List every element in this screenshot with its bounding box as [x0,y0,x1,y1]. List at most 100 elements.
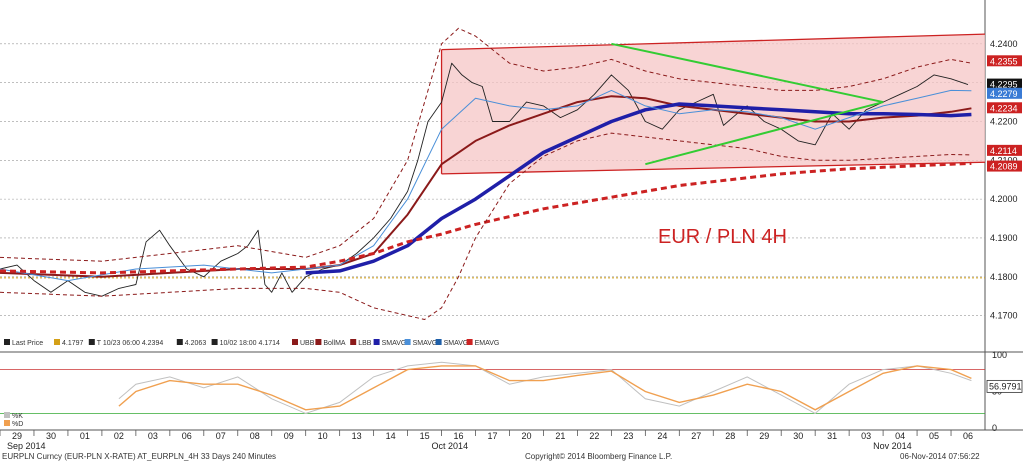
osc-legend-label: %K [12,413,23,420]
price-tick-label: 4.2400 [990,39,1018,49]
x-day-label: 29 [12,431,22,441]
price-channel [440,33,986,175]
legend-label: SMAVG [382,340,407,347]
legend-label: LBB [358,340,372,347]
legend-swatch [211,339,218,345]
osc-series-d [118,365,972,411]
x-day-label: 20 [521,431,531,441]
footer-right: 06-Nov-2014 07:56:22 [900,452,980,461]
price-badge-bg [987,55,1022,67]
price-badge-label: 4.2234 [990,103,1018,113]
legend-swatch [404,339,411,345]
legend-label: T 10/23 06:00 4.2394 [97,340,164,347]
osc-tick-label: 0 [992,423,997,433]
footer: EURPLN Curncy (EUR-PLN X-RATE) AT_EURPLN… [2,452,980,461]
x-day-label: 15 [420,431,430,441]
price-tick-label: 4.1900 [990,233,1018,243]
channel-upper-line [441,33,986,51]
x-day-label: 21 [555,431,565,441]
legend-swatch [350,339,357,345]
x-day-label: 30 [46,431,56,441]
legend-swatch [435,339,442,345]
price-badge-label: 4.2114 [990,146,1017,156]
osc-badge-bg [986,379,1023,393]
x-day-label: 01 [80,431,90,441]
footer-center: Copyright© 2014 Bloomberg Finance L.P. [525,452,672,461]
x-day-label: 31 [827,431,837,441]
price-series [0,27,972,320]
x-month-label: Oct 2014 [432,441,469,451]
legend-label: SMAVG [413,340,438,347]
x-day-label: 06 [182,431,192,441]
x-day-label: 07 [216,431,226,441]
price-badge-bg [987,144,1022,156]
x-day-label: 27 [691,431,701,441]
series-smavg-2 [305,102,972,275]
channel-lower-line [441,161,986,175]
x-day-label: 08 [250,431,260,441]
price-badge-bg [987,102,1022,114]
x-day-label: 16 [454,431,464,441]
x-day-label: 02 [114,431,124,441]
legend-label: 10/02 18:00 4.1714 [220,340,280,347]
legend-swatch [373,339,380,345]
x-day-label: 28 [725,431,735,441]
x-day-label: 24 [657,431,667,441]
x-day-label: 04 [895,431,905,441]
price-tick-label: 4.1800 [990,272,1018,282]
x-day-label: 23 [623,431,633,441]
x-month-label: Nov 2014 [873,441,912,451]
x-day-label: 06 [963,431,973,441]
price-tick-label: 4.2200 [990,116,1018,126]
price-badge-label: 4.2355 [990,56,1018,66]
price-tick-label: 4.2100 [990,155,1018,165]
channel-fill [441,34,985,174]
x-day-label: 03 [148,431,158,441]
series-last-price-0 [0,62,969,297]
legend-swatch [4,339,10,345]
osc-legend-swatch [4,420,10,426]
price-badge-label: 4.2279 [990,89,1018,99]
legend: Last Price 4.1797 T 10/23 06:00 4.2394 4.20… [4,339,499,347]
price-badge-label: 4.2295 [990,80,1018,90]
x-day-label: 29 [759,431,769,441]
x-day-label: 10 [318,431,328,441]
legend-swatch [54,339,60,345]
legend-label: BollMA [323,340,346,347]
osc-badge-label: 56.9791 [989,381,1022,391]
x-month-label: Sep 2014 [7,441,46,451]
x-day-label: 03 [861,431,871,441]
triangle-lower-line [645,101,884,166]
x-day-label: 13 [352,431,362,441]
price-badge-bg [987,87,1022,99]
legend-swatch [315,339,322,345]
legend-swatch [292,339,298,345]
time-axis: 29 30 01 02 03 06 07 08 09 10 13 14 15 16 17 20 21 22 23 24… [0,430,973,451]
legend-swatch [88,339,95,345]
series-emavg-4 [0,161,972,275]
osc-series-k [118,361,972,415]
x-day-label: 30 [793,431,803,441]
series-smavg-3 [0,89,972,282]
price-badge-bg [987,160,1022,172]
triangle-pattern [611,42,884,166]
legend-label: Last Price [12,340,43,347]
footer-left: EURPLN Curncy (EUR-PLN X-RATE) AT_EURPLN… [2,452,276,461]
chart-title: EUR / PLN 4H [658,226,787,248]
legend-label: SMAVG [444,340,469,347]
x-day-label: 14 [386,431,396,441]
price-tick-label: 4.1700 [990,311,1018,321]
price-badge-label: 4.2089 [990,162,1018,172]
x-day-label: 22 [589,431,599,441]
x-day-label: 09 [284,431,294,441]
series-lbb-6 [0,132,972,320]
legend-label: 4.2063 [185,340,207,347]
x-day-label: 05 [929,431,939,441]
price-tick-label: 4.2000 [990,194,1018,204]
legend-label: UBB [300,340,315,347]
oscillator-panel: 10050056.9791%K%D [0,350,1023,433]
osc-tick-label: 100 [992,350,1007,360]
x-day-label: 17 [488,431,498,441]
